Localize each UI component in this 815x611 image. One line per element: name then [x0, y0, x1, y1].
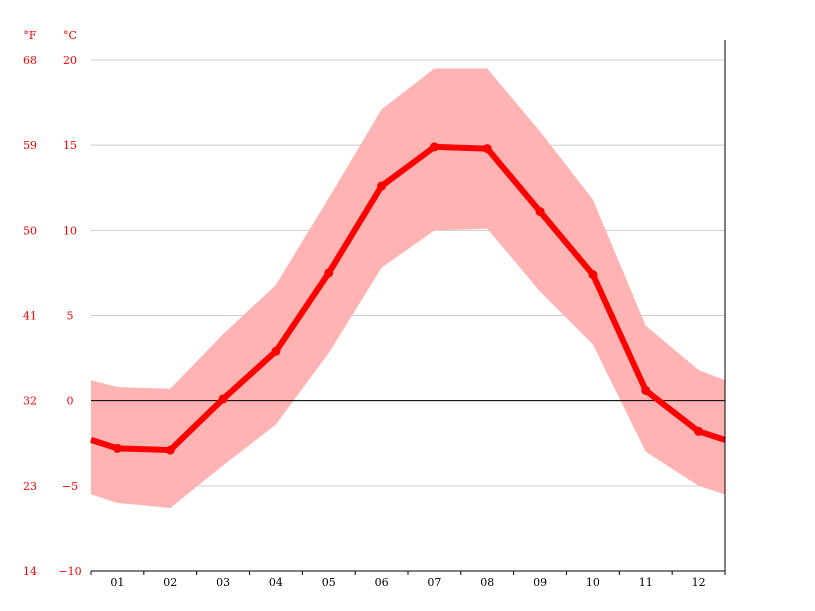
- y-tick-label-c-4: 10: [63, 224, 77, 237]
- data-point-01: [112, 443, 122, 453]
- temperature-range-band: [91, 68, 725, 508]
- mean-temperature-series: [90, 142, 726, 455]
- data-point-08: [482, 144, 492, 154]
- axes: [90, 40, 726, 575]
- x-tick-label-10: 10: [586, 576, 600, 589]
- data-point-06: [377, 181, 387, 191]
- data-point-04: [271, 346, 281, 356]
- y-tick-label-c-3: 5: [67, 310, 74, 323]
- y-tick-label-f-2: 32: [23, 395, 37, 408]
- fahrenheit-unit-label: °F: [23, 29, 37, 42]
- data-point-10: [588, 270, 598, 280]
- mean-temperature-line: [90, 143, 726, 454]
- data-point-12: [694, 426, 704, 436]
- y-tick-label-c-2: 0: [67, 395, 74, 408]
- x-tick-label-08: 08: [480, 576, 494, 589]
- data-point-05: [324, 268, 334, 278]
- y-tick-label-f-0: 14: [23, 565, 37, 578]
- celsius-unit-label: °C: [63, 29, 77, 42]
- data-point-09: [535, 207, 545, 217]
- y-tick-label-c-6: 20: [63, 54, 77, 67]
- x-tick-label-09: 09: [533, 576, 547, 589]
- x-tick-label-12: 12: [692, 576, 706, 589]
- y-tick-label-c-1: −5: [62, 480, 78, 493]
- x-tick-label-06: 06: [375, 576, 389, 589]
- x-tick-label-01: 01: [110, 576, 124, 589]
- x-tick-label-05: 05: [322, 576, 336, 589]
- y-tick-label-f-3: 41: [23, 310, 37, 323]
- x-tick-label-11: 11: [639, 576, 653, 589]
- y-tick-label-f-6: 68: [23, 54, 37, 67]
- y-tick-label-c-0: −10: [58, 565, 81, 578]
- x-tick-label-07: 07: [427, 576, 441, 589]
- data-point-03: [218, 394, 228, 404]
- x-tick-label-04: 04: [269, 576, 283, 589]
- x-tick-label-03: 03: [216, 576, 230, 589]
- y-tick-label-f-5: 59: [23, 139, 37, 152]
- y-tick-label-c-5: 15: [63, 139, 77, 152]
- y-tick-label-f-4: 50: [23, 224, 37, 237]
- data-point-07: [429, 142, 439, 152]
- range-band-area: [91, 68, 725, 508]
- data-point-11: [641, 385, 651, 395]
- y-tick-label-f-1: 23: [23, 480, 37, 493]
- data-point-02: [165, 445, 175, 455]
- x-tick-label-02: 02: [163, 576, 177, 589]
